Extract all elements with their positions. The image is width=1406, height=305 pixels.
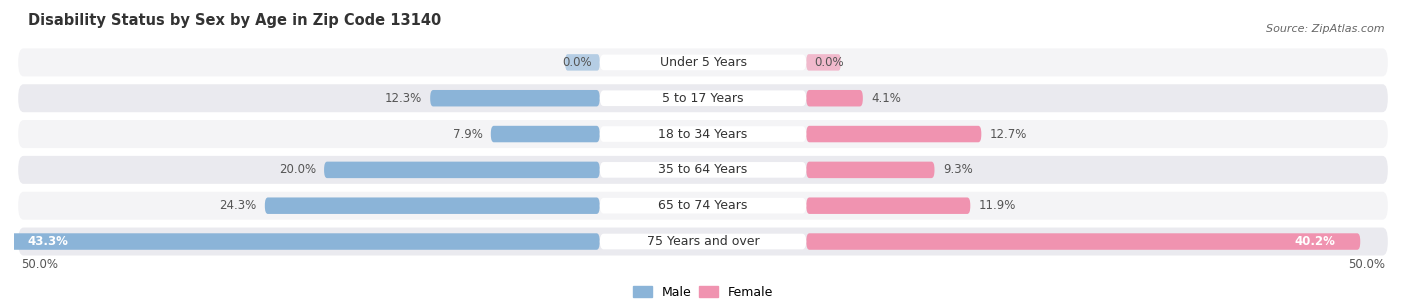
FancyBboxPatch shape	[18, 192, 1388, 220]
FancyBboxPatch shape	[264, 197, 599, 214]
FancyBboxPatch shape	[3, 233, 599, 250]
FancyBboxPatch shape	[18, 156, 1388, 184]
FancyBboxPatch shape	[599, 198, 807, 213]
FancyBboxPatch shape	[807, 233, 1360, 250]
Text: Disability Status by Sex by Age in Zip Code 13140: Disability Status by Sex by Age in Zip C…	[28, 13, 441, 28]
FancyBboxPatch shape	[807, 197, 970, 214]
FancyBboxPatch shape	[599, 55, 807, 70]
FancyBboxPatch shape	[18, 228, 1388, 256]
FancyBboxPatch shape	[430, 90, 599, 106]
Text: 0.0%: 0.0%	[562, 56, 592, 69]
Text: 7.9%: 7.9%	[453, 127, 482, 141]
FancyBboxPatch shape	[807, 126, 981, 142]
FancyBboxPatch shape	[18, 120, 1388, 148]
Text: 11.9%: 11.9%	[979, 199, 1017, 212]
Text: Under 5 Years: Under 5 Years	[659, 56, 747, 69]
FancyBboxPatch shape	[807, 162, 935, 178]
Text: 4.1%: 4.1%	[872, 92, 901, 105]
FancyBboxPatch shape	[599, 90, 807, 106]
FancyBboxPatch shape	[807, 90, 863, 106]
Text: 40.2%: 40.2%	[1295, 235, 1336, 248]
FancyBboxPatch shape	[565, 54, 599, 71]
Text: 50.0%: 50.0%	[21, 258, 58, 271]
Legend: Male, Female: Male, Female	[628, 281, 778, 304]
Text: 50.0%: 50.0%	[1348, 258, 1385, 271]
Text: 20.0%: 20.0%	[278, 163, 316, 176]
Text: 43.3%: 43.3%	[28, 235, 69, 248]
Text: 9.3%: 9.3%	[943, 163, 973, 176]
Text: 0.0%: 0.0%	[814, 56, 844, 69]
FancyBboxPatch shape	[599, 234, 807, 249]
Text: 12.7%: 12.7%	[990, 127, 1026, 141]
FancyBboxPatch shape	[807, 54, 841, 71]
FancyBboxPatch shape	[18, 48, 1388, 76]
FancyBboxPatch shape	[18, 84, 1388, 112]
Text: 5 to 17 Years: 5 to 17 Years	[662, 92, 744, 105]
Text: 35 to 64 Years: 35 to 64 Years	[658, 163, 748, 176]
FancyBboxPatch shape	[599, 126, 807, 142]
Text: 75 Years and over: 75 Years and over	[647, 235, 759, 248]
Text: 24.3%: 24.3%	[219, 199, 256, 212]
Text: 12.3%: 12.3%	[385, 92, 422, 105]
FancyBboxPatch shape	[323, 162, 599, 178]
Text: 65 to 74 Years: 65 to 74 Years	[658, 199, 748, 212]
FancyBboxPatch shape	[599, 162, 807, 178]
FancyBboxPatch shape	[491, 126, 599, 142]
Text: Source: ZipAtlas.com: Source: ZipAtlas.com	[1267, 24, 1385, 34]
Text: 18 to 34 Years: 18 to 34 Years	[658, 127, 748, 141]
